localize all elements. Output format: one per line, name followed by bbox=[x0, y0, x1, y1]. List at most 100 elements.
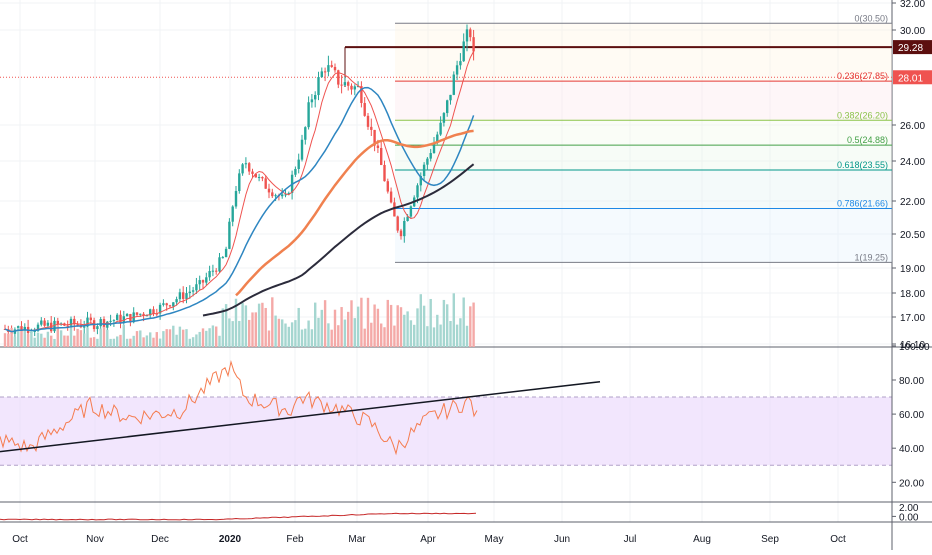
candle-body bbox=[330, 65, 333, 67]
candle-body bbox=[142, 313, 145, 316]
rsi-tick-label: 0.00 bbox=[899, 512, 919, 523]
volume-bar bbox=[244, 305, 248, 347]
volume-bar bbox=[191, 337, 195, 347]
candle-body bbox=[439, 122, 442, 135]
candle-body bbox=[350, 85, 353, 90]
candle-body bbox=[215, 270, 218, 272]
candle-body bbox=[366, 115, 370, 127]
candle-body bbox=[363, 103, 366, 116]
candle-body bbox=[36, 324, 40, 331]
candle-body bbox=[244, 163, 248, 165]
time-tick-label: Apr bbox=[420, 534, 436, 545]
volume-bar bbox=[50, 335, 53, 347]
ma-fast-line bbox=[4, 51, 475, 333]
candle-body bbox=[320, 71, 323, 78]
volume-bar bbox=[162, 331, 165, 347]
volume-bar bbox=[472, 302, 475, 347]
volume-bar bbox=[432, 327, 436, 347]
candle-body bbox=[396, 216, 399, 231]
candle-body bbox=[188, 291, 191, 294]
volume-bar bbox=[46, 331, 50, 347]
volume-bar bbox=[449, 320, 452, 347]
volume-bar bbox=[343, 319, 347, 347]
volume-bar bbox=[261, 302, 264, 347]
volume-bar bbox=[274, 315, 277, 347]
candle-body bbox=[327, 65, 330, 72]
candle-body bbox=[119, 314, 122, 324]
volume-bar bbox=[76, 328, 79, 347]
volume-bar bbox=[43, 337, 46, 347]
price-badge-1 bbox=[893, 70, 932, 85]
volume-bar bbox=[224, 304, 228, 347]
volume-bar bbox=[386, 299, 389, 347]
candle-body bbox=[165, 303, 168, 306]
volume-bar bbox=[356, 306, 360, 347]
candle-body bbox=[234, 191, 238, 207]
fib-label-5: 0.786(21.66) bbox=[837, 198, 888, 208]
volume-bar bbox=[33, 337, 36, 347]
candle-body bbox=[449, 94, 452, 101]
candle-body bbox=[307, 102, 310, 128]
candle-body bbox=[149, 309, 152, 316]
volume-bar bbox=[36, 332, 40, 347]
candle-body bbox=[310, 99, 314, 103]
candle-body bbox=[426, 158, 429, 165]
candle-body bbox=[406, 216, 409, 222]
volume-bar bbox=[416, 308, 419, 347]
candle-body bbox=[66, 325, 69, 327]
ma-mid-line bbox=[4, 86, 475, 333]
volume-bar bbox=[208, 328, 211, 347]
volume-bar bbox=[439, 324, 442, 347]
volume-bar bbox=[188, 338, 191, 347]
candle-body bbox=[172, 302, 175, 307]
volume-bar bbox=[109, 338, 112, 347]
candle-body bbox=[347, 82, 350, 86]
volume-bar bbox=[175, 334, 178, 347]
candle-body bbox=[139, 313, 142, 315]
volume-bar bbox=[323, 300, 327, 347]
candle-body bbox=[257, 177, 261, 179]
time-tick-label: Oct bbox=[830, 534, 846, 545]
volume-bar bbox=[393, 325, 396, 347]
volume-bar bbox=[366, 297, 370, 347]
volume-bar bbox=[389, 304, 393, 347]
candle-body bbox=[462, 41, 465, 62]
volume-bar bbox=[122, 325, 125, 347]
volume-bar bbox=[350, 300, 353, 347]
volume-bar bbox=[215, 326, 218, 347]
candle-body bbox=[373, 129, 376, 146]
candle-body bbox=[40, 320, 43, 325]
volume-bar bbox=[172, 325, 175, 347]
fib-label-1: 0.236(27.85) bbox=[837, 71, 888, 81]
candle-body bbox=[195, 284, 198, 291]
volume-bar bbox=[92, 337, 96, 347]
price-badge-label: 29.28 bbox=[898, 43, 923, 54]
candle-body bbox=[99, 319, 102, 327]
volume-bar bbox=[360, 297, 363, 347]
volume-bar bbox=[79, 330, 83, 347]
candle-body bbox=[205, 277, 208, 283]
volume-bar bbox=[211, 325, 215, 347]
volume-bar bbox=[317, 317, 320, 347]
candle-body bbox=[185, 293, 188, 299]
candle-body bbox=[340, 84, 343, 86]
volume-bar bbox=[168, 329, 172, 347]
volume-bar bbox=[310, 329, 314, 347]
candle-body bbox=[323, 71, 327, 73]
price-tick-label: 22.00 bbox=[900, 197, 925, 208]
candle-body bbox=[300, 139, 304, 160]
volume-bar bbox=[333, 309, 337, 347]
fib-label-0: 0(30.50) bbox=[854, 13, 888, 23]
candle-body bbox=[198, 280, 201, 285]
rsi-line bbox=[0, 359, 478, 456]
rsi-band bbox=[0, 397, 892, 466]
candle-body bbox=[317, 77, 320, 96]
volume-bar bbox=[40, 333, 43, 347]
candle-body bbox=[455, 65, 459, 75]
volume-bar bbox=[116, 336, 119, 347]
candle-body bbox=[33, 330, 36, 332]
candle-body bbox=[353, 86, 356, 90]
volume-bar bbox=[429, 298, 432, 347]
volume-bar bbox=[353, 318, 356, 347]
